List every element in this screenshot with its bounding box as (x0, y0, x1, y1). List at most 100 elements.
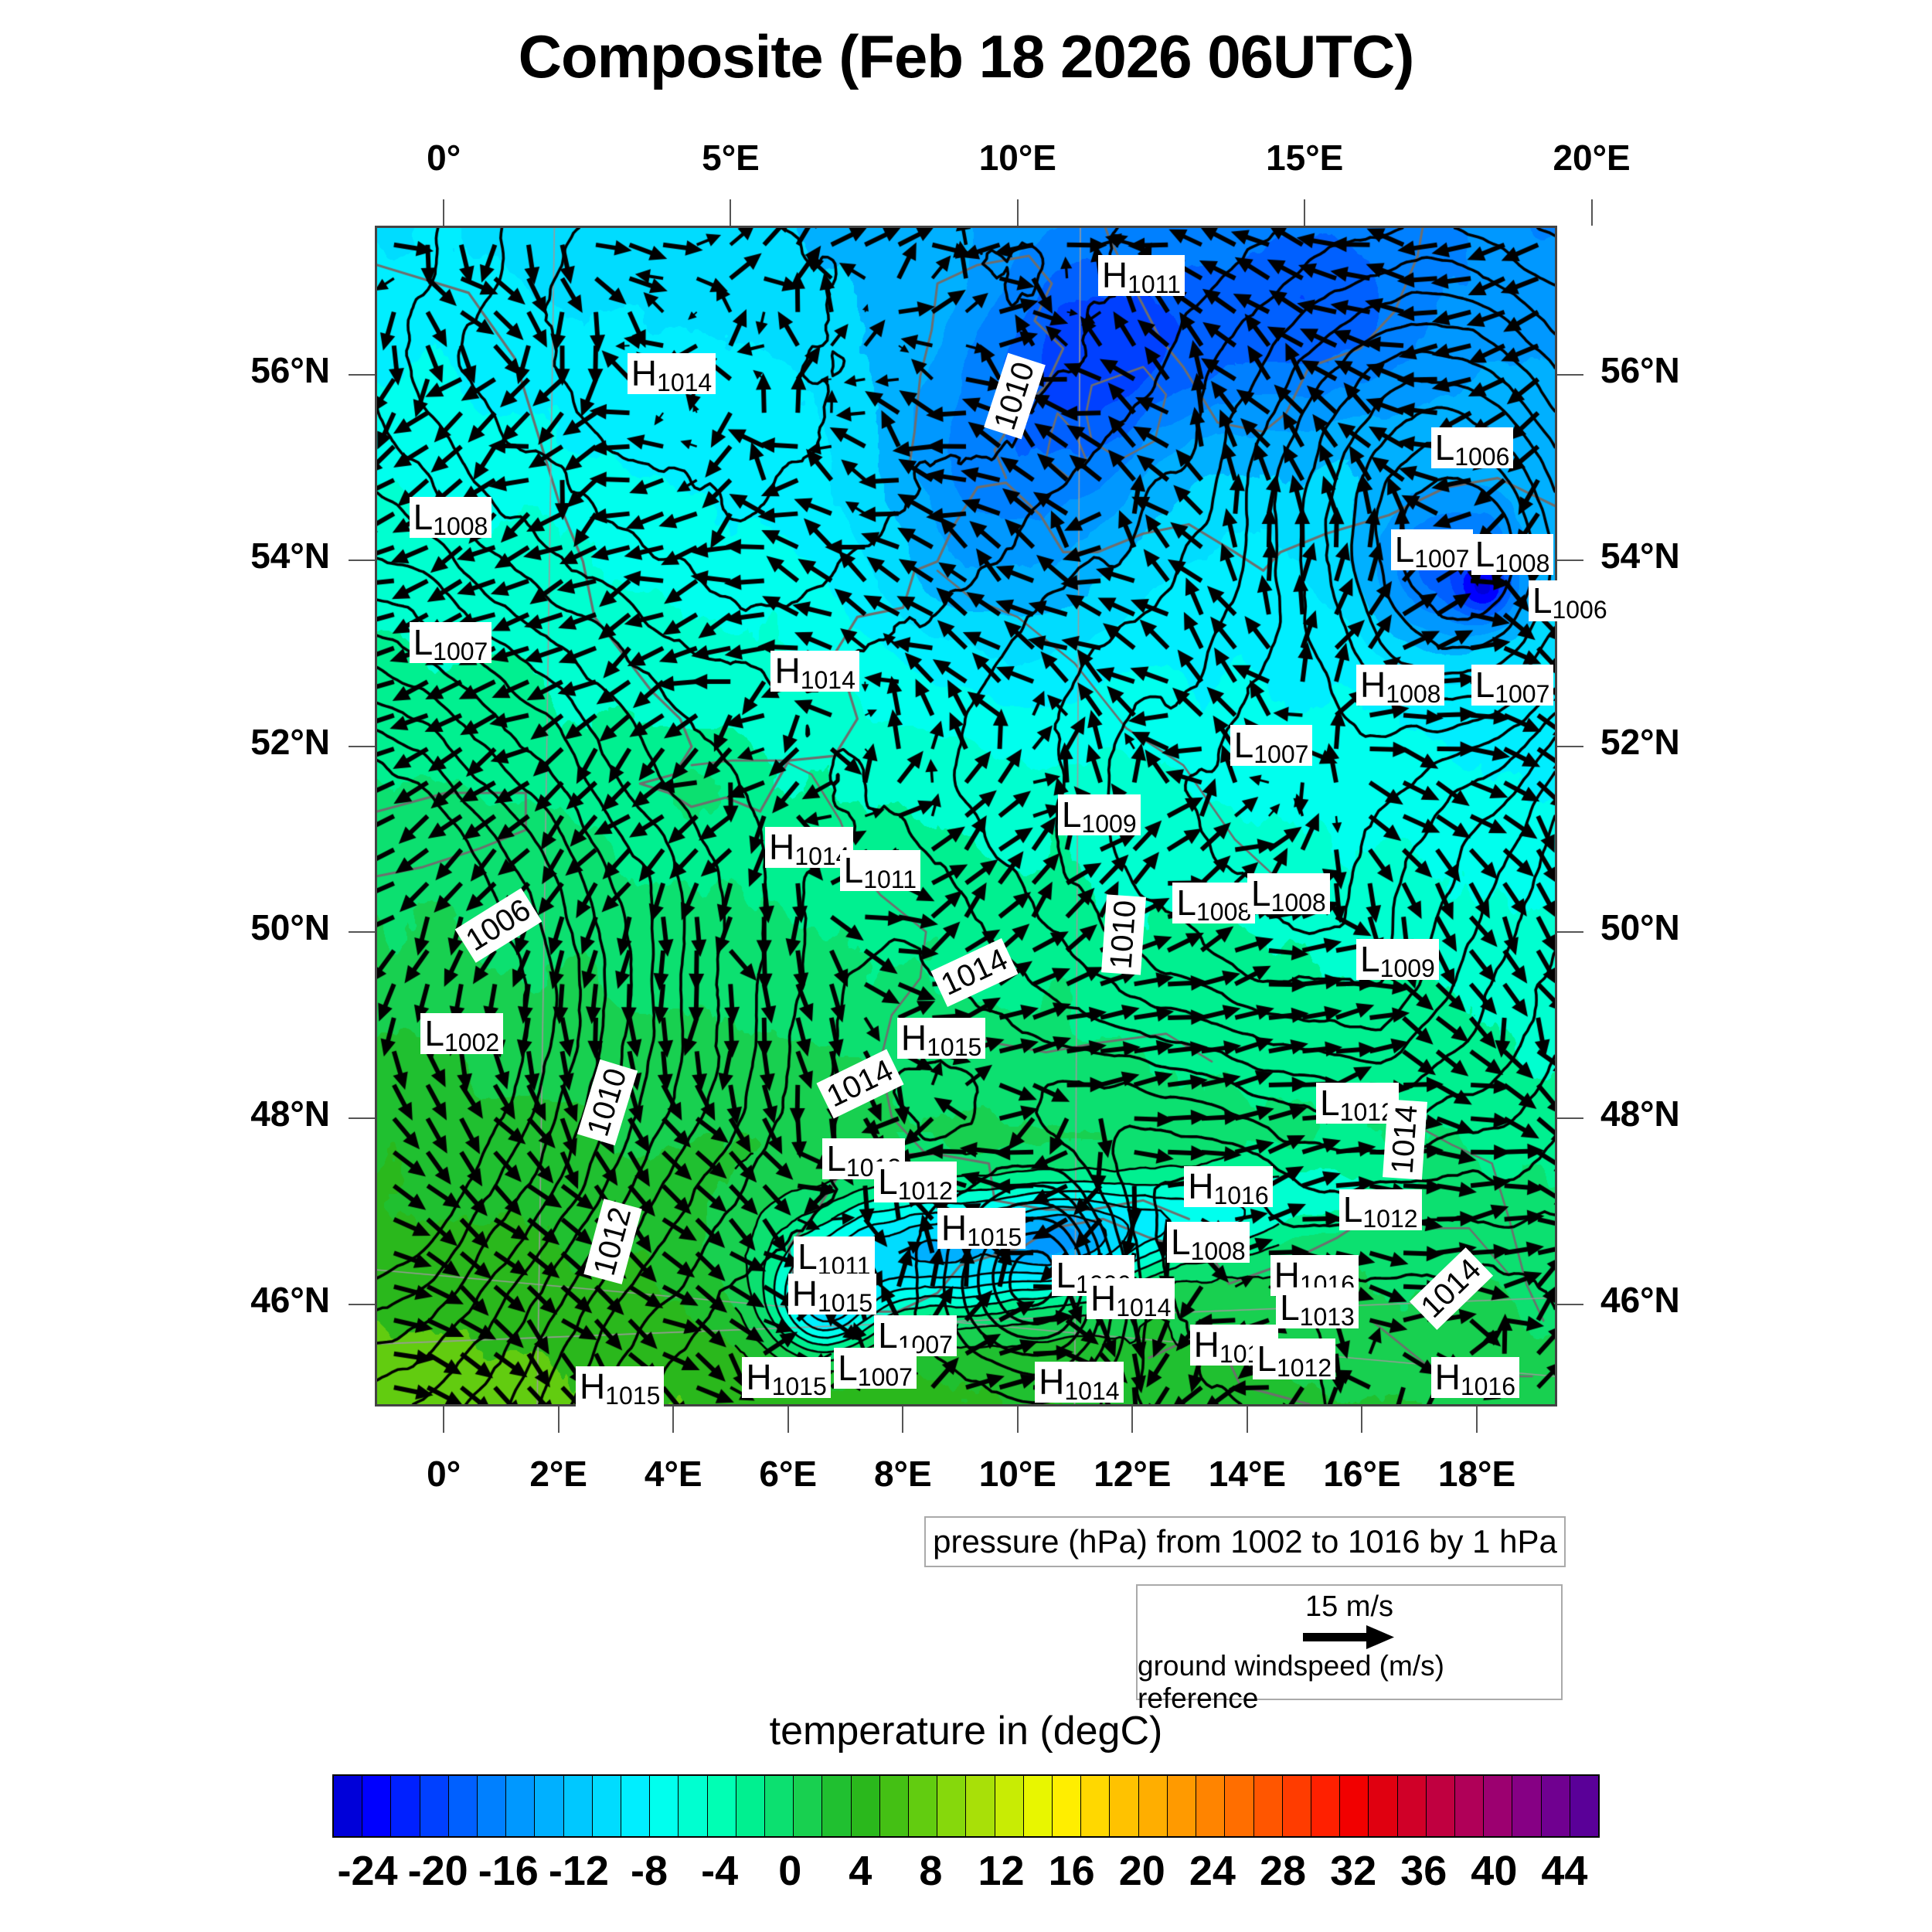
low-pressure-label: L1008 (1247, 873, 1330, 915)
colorbar-swatch (420, 1776, 449, 1836)
colorbar-swatch (1570, 1776, 1598, 1836)
colorbar-swatch (995, 1776, 1024, 1836)
wind-reference-caption: ground windspeed (m/s) reference (1138, 1650, 1444, 1714)
colorbar-swatch (765, 1776, 794, 1836)
axis-tick (349, 931, 375, 934)
low-pressure-label: L1011 (794, 1236, 875, 1278)
colorbar-swatch (1426, 1776, 1455, 1836)
colorbar-swatch (1081, 1776, 1111, 1836)
axis-tick (1016, 1406, 1019, 1433)
axis-tick (1476, 1406, 1478, 1433)
low-pressure-label: L1009 (1356, 938, 1439, 981)
bottom-axis-label: 0° (427, 1454, 461, 1494)
high-pressure-label: H1014 (1086, 1277, 1175, 1320)
colorbar-swatch (592, 1776, 622, 1836)
colorbar-swatch (822, 1776, 852, 1836)
axis-tick (672, 1406, 675, 1433)
axis-tick (1246, 1406, 1248, 1433)
left-axis-label: 52°N (250, 721, 330, 762)
left-axis-label: 50°N (250, 907, 330, 948)
colorbar-tick: 32 (1330, 1848, 1377, 1894)
colorbar-swatch (362, 1776, 392, 1836)
colorbar-swatch (851, 1776, 880, 1836)
colorbar-swatch (1023, 1776, 1053, 1836)
left-axis-label: 48°N (250, 1094, 330, 1134)
colorbar-swatch (1138, 1776, 1168, 1836)
axis-tick (1131, 1406, 1134, 1433)
left-axis-label: 54°N (250, 536, 330, 577)
left-axis-label: 46°N (250, 1279, 330, 1320)
colorbar-swatch (1369, 1776, 1398, 1836)
high-pressure-label: H1015 (575, 1366, 665, 1408)
bottom-axis-label: 14°E (1208, 1454, 1287, 1494)
high-pressure-label: H1014 (627, 352, 716, 395)
colorbar-swatch (391, 1776, 420, 1836)
high-pressure-label: H1015 (937, 1208, 1026, 1250)
colorbar-tick: -16 (478, 1848, 539, 1894)
low-pressure-label: L1007 (1471, 664, 1554, 706)
colorbar-swatch (1311, 1776, 1341, 1836)
axis-tick (1016, 199, 1019, 226)
colorbar-tick: 8 (919, 1848, 943, 1894)
right-axis-label: 46°N (1600, 1279, 1680, 1320)
temperature-colorbar[interactable] (332, 1774, 1600, 1838)
high-pressure-label: H1014 (1035, 1361, 1124, 1403)
axis-tick (1304, 199, 1306, 226)
colorbar-swatch (966, 1776, 995, 1836)
colorbar-swatch (1541, 1776, 1570, 1836)
axis-tick (349, 1303, 375, 1305)
colorbar-tick: -4 (701, 1848, 739, 1894)
bottom-axis-label: 12°E (1094, 1454, 1172, 1494)
axis-tick (557, 1406, 560, 1433)
colorbar-swatch (448, 1776, 478, 1836)
colorbar-swatch (1225, 1776, 1254, 1836)
right-axis-label: 52°N (1600, 721, 1680, 762)
top-axis-label: 0° (427, 138, 461, 178)
axis-tick (349, 745, 375, 747)
colorbar-swatch (1484, 1776, 1513, 1836)
colorbar-swatch (707, 1776, 736, 1836)
colorbar-swatch (909, 1776, 938, 1836)
top-axis-label: 20°E (1553, 138, 1631, 178)
right-axis-label: 54°N (1600, 536, 1680, 577)
contour-value-label: 1014 (1383, 1099, 1428, 1180)
pressure-legend-text: pressure (hPa) from 1002 to 1016 by 1 hP… (933, 1523, 1557, 1560)
high-pressure-label: H1011 (1097, 255, 1185, 297)
top-axis-label: 5°E (702, 138, 760, 178)
axis-tick (1557, 560, 1583, 562)
high-pressure-label: H1015 (896, 1017, 986, 1060)
colorbar-swatch (506, 1776, 536, 1836)
colorbar-tick-labels: -24 -20 -16 -12 -8 -4 0 4 8 12 16 20 24 28 32 36 40 44 (332, 1847, 1600, 1901)
axis-tick (1557, 373, 1583, 376)
colorbar-swatch (1167, 1776, 1197, 1836)
bottom-axis-label: 18°E (1437, 1454, 1516, 1494)
colorbar-tick: -8 (630, 1848, 668, 1894)
axis-tick (443, 1406, 445, 1433)
colorbar-swatch (650, 1776, 679, 1836)
colorbar-tick: 16 (1048, 1848, 1095, 1894)
page-title: Composite (Feb 18 2026 06UTC) (518, 22, 1415, 90)
low-pressure-label: L1007 (834, 1347, 917, 1389)
low-pressure-label: L1012 (874, 1162, 957, 1203)
low-pressure-label: L1007 (409, 622, 492, 664)
colorbar-swatch (1282, 1776, 1311, 1836)
right-axis-label: 50°N (1600, 907, 1680, 948)
low-pressure-label: L1007 (1390, 529, 1474, 571)
bottom-axis-label: 10°E (978, 1454, 1056, 1494)
axis-tick (1557, 1117, 1583, 1120)
colorbar-swatch (1340, 1776, 1369, 1836)
colorbar-swatch (535, 1776, 564, 1836)
axis-tick (1361, 1406, 1363, 1433)
colorbar-swatch (1196, 1776, 1226, 1836)
axis-tick (349, 560, 375, 562)
axis-tick (1557, 931, 1583, 934)
axis-tick (1557, 745, 1583, 747)
high-pressure-label: H1014 (770, 650, 859, 692)
low-pressure-label: L1008 (1166, 1222, 1250, 1264)
axis-tick (1557, 1303, 1583, 1305)
bottom-axis-label: 6°E (759, 1454, 818, 1494)
bottom-axis-label: 16°E (1323, 1454, 1401, 1494)
axis-tick (349, 1117, 375, 1120)
colorbar-swatch (1512, 1776, 1542, 1836)
low-pressure-label: L1002 (420, 1012, 504, 1055)
